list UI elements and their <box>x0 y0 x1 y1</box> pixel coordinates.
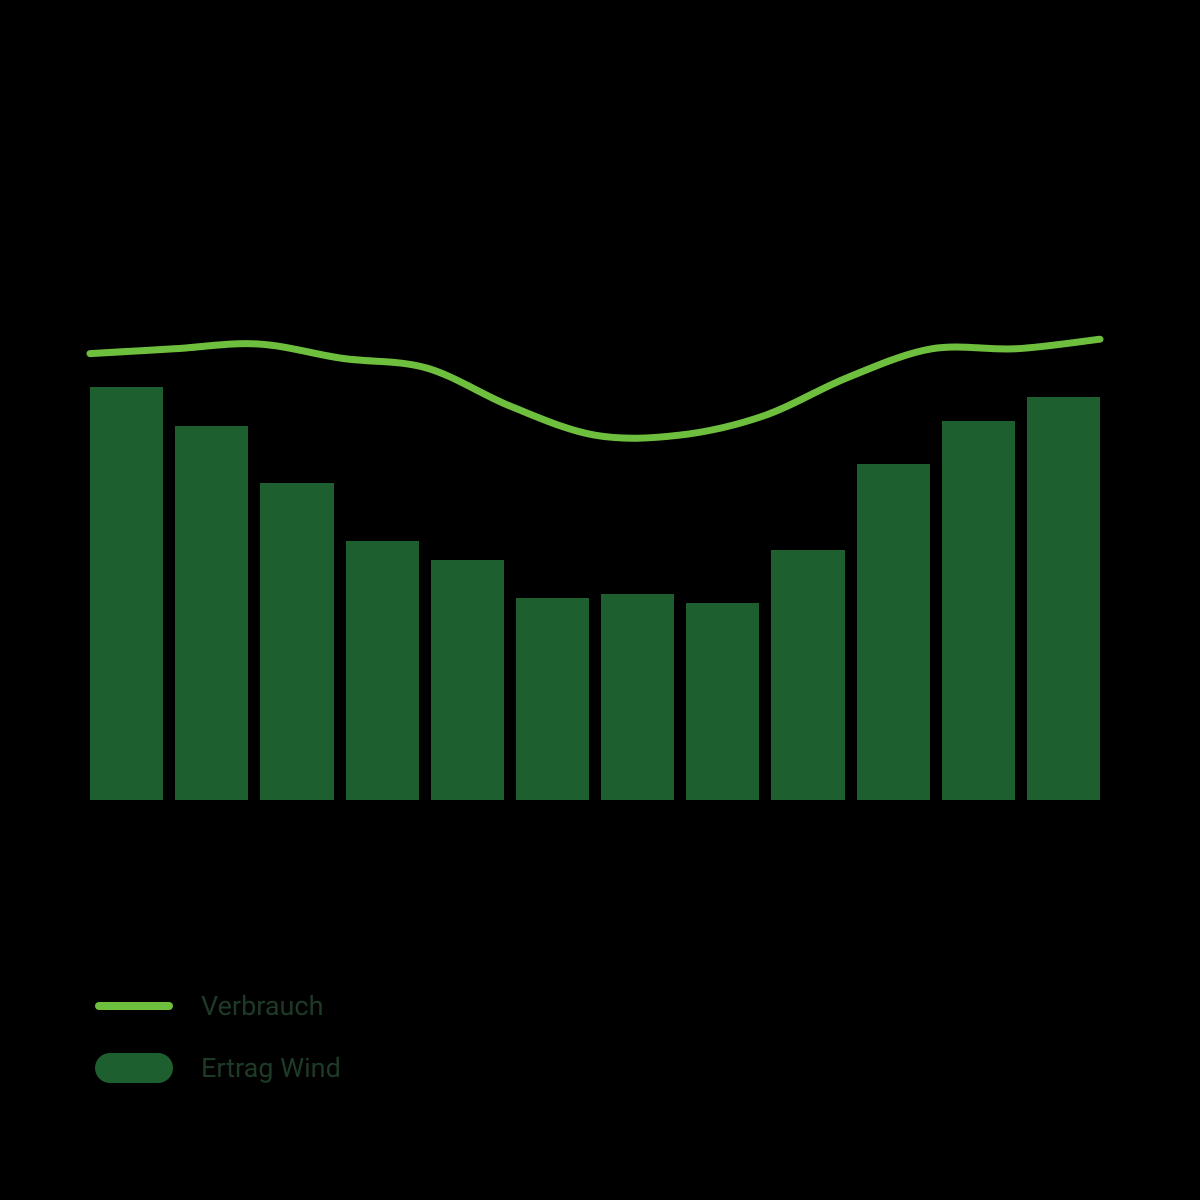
legend-label: Ertrag Wind <box>201 1052 341 1084</box>
chart-area <box>90 320 1100 800</box>
legend-swatch-bar <box>95 1053 173 1083</box>
line-series <box>90 320 1100 800</box>
legend-item-ertrag-wind: Ertrag Wind <box>95 1052 341 1084</box>
legend: Verbrauch Ertrag Wind <box>95 990 341 1114</box>
legend-swatch-line <box>95 1002 173 1010</box>
legend-item-verbrauch: Verbrauch <box>95 990 341 1022</box>
consumption-line <box>90 339 1100 438</box>
legend-label: Verbrauch <box>201 990 323 1022</box>
